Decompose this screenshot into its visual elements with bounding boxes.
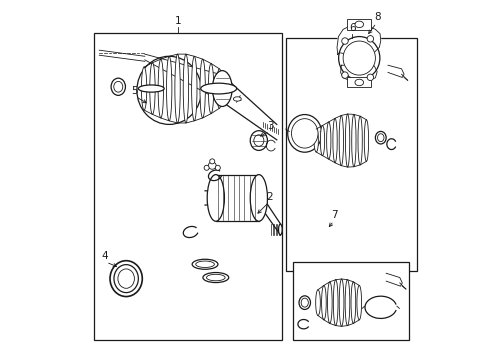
Ellipse shape — [166, 56, 171, 121]
Ellipse shape — [326, 122, 330, 159]
Ellipse shape — [321, 285, 325, 320]
Ellipse shape — [301, 298, 308, 307]
Ellipse shape — [356, 285, 361, 320]
Ellipse shape — [375, 131, 386, 144]
Ellipse shape — [175, 54, 180, 123]
Ellipse shape — [149, 63, 155, 114]
Circle shape — [341, 38, 347, 44]
Ellipse shape — [110, 261, 142, 297]
Circle shape — [341, 72, 347, 78]
Ellipse shape — [357, 116, 362, 165]
Ellipse shape — [200, 59, 205, 118]
Ellipse shape — [250, 175, 267, 221]
Ellipse shape — [250, 131, 267, 150]
Ellipse shape — [315, 290, 320, 316]
Ellipse shape — [350, 282, 355, 323]
Ellipse shape — [141, 67, 146, 110]
Circle shape — [209, 159, 214, 164]
Ellipse shape — [208, 162, 216, 169]
Text: 7: 7 — [330, 210, 337, 220]
Ellipse shape — [354, 21, 363, 28]
Ellipse shape — [345, 114, 349, 167]
Ellipse shape — [287, 114, 321, 152]
Ellipse shape — [192, 259, 218, 269]
Ellipse shape — [333, 280, 337, 325]
Ellipse shape — [183, 54, 188, 123]
Ellipse shape — [206, 274, 224, 281]
Text: 3: 3 — [266, 121, 273, 131]
Polygon shape — [336, 25, 380, 56]
Ellipse shape — [114, 265, 138, 293]
Ellipse shape — [137, 56, 201, 125]
Ellipse shape — [313, 129, 318, 152]
Ellipse shape — [354, 79, 363, 86]
Bar — [346, 19, 370, 30]
Ellipse shape — [111, 78, 125, 95]
Ellipse shape — [339, 279, 343, 326]
Ellipse shape — [377, 134, 383, 141]
Circle shape — [203, 165, 209, 170]
Ellipse shape — [338, 37, 379, 80]
Ellipse shape — [191, 56, 197, 121]
Bar — [292, 262, 408, 339]
Ellipse shape — [208, 63, 213, 114]
Ellipse shape — [364, 120, 368, 161]
Bar — [94, 33, 282, 339]
Ellipse shape — [118, 269, 134, 288]
Circle shape — [366, 36, 373, 42]
Text: 2: 2 — [266, 192, 272, 202]
Polygon shape — [387, 65, 403, 77]
Polygon shape — [340, 62, 376, 82]
Bar — [346, 77, 370, 87]
Ellipse shape — [201, 83, 236, 94]
Ellipse shape — [345, 280, 349, 325]
Ellipse shape — [298, 296, 310, 310]
Ellipse shape — [203, 273, 228, 283]
Polygon shape — [386, 273, 402, 286]
Ellipse shape — [253, 135, 264, 146]
Ellipse shape — [327, 282, 331, 323]
Text: 8: 8 — [373, 12, 380, 22]
Ellipse shape — [343, 41, 375, 75]
Circle shape — [366, 74, 373, 81]
Ellipse shape — [114, 81, 122, 92]
Ellipse shape — [207, 175, 224, 221]
Ellipse shape — [332, 118, 337, 163]
Ellipse shape — [212, 71, 232, 107]
Ellipse shape — [195, 261, 214, 267]
Ellipse shape — [138, 85, 164, 92]
Ellipse shape — [278, 224, 282, 235]
Ellipse shape — [158, 59, 163, 118]
Text: 6: 6 — [348, 23, 355, 33]
Bar — [285, 39, 416, 271]
Ellipse shape — [233, 97, 241, 101]
Text: 1: 1 — [175, 16, 181, 26]
Ellipse shape — [339, 116, 343, 166]
Text: 5: 5 — [130, 86, 137, 96]
Ellipse shape — [351, 114, 355, 167]
Circle shape — [215, 165, 220, 170]
Ellipse shape — [320, 126, 324, 156]
Ellipse shape — [291, 119, 317, 148]
Text: 4: 4 — [101, 251, 108, 261]
Ellipse shape — [216, 69, 222, 108]
